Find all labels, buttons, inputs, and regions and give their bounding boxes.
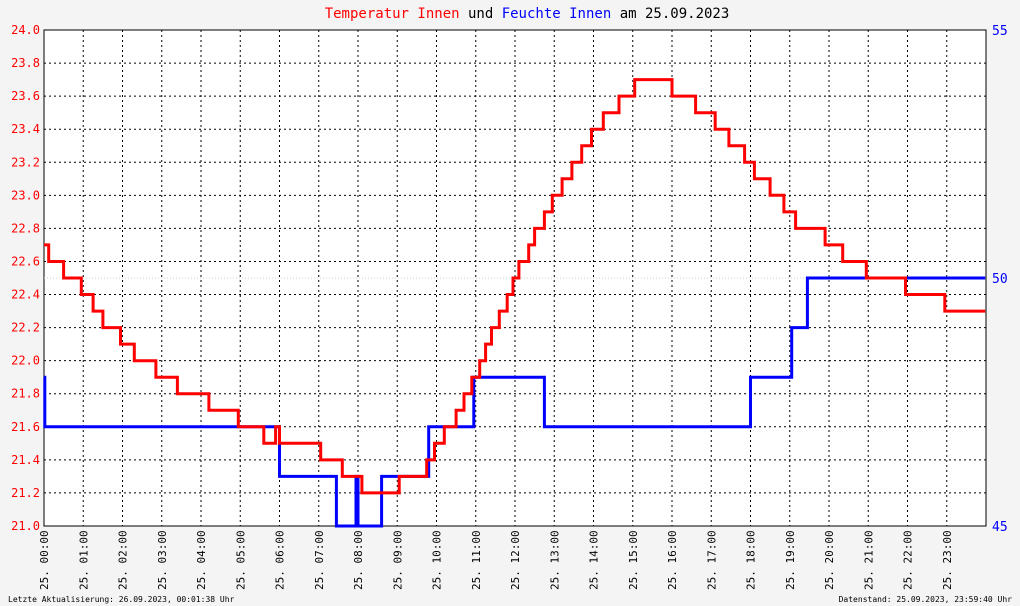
x-tick-label: 25. 03:00	[156, 530, 169, 590]
left-tick-label: 21.8	[11, 387, 40, 401]
footer-data-status: Datenstand: 25.09.2023, 23:59:40 Uhr	[839, 595, 1013, 604]
title-temperature: Temperatur Innen	[325, 6, 460, 22]
x-tick-label: 25. 19:00	[784, 530, 797, 590]
left-tick-label: 23.8	[11, 56, 40, 70]
x-tick-label: 25. 11:00	[470, 530, 483, 590]
left-tick-label: 23.2	[11, 155, 40, 169]
x-tick-label: 25. 23:00	[941, 530, 954, 590]
left-tick-label: 22.2	[11, 321, 40, 335]
title-date: am 25.09.2023	[611, 6, 729, 22]
right-tick-label: 45	[992, 520, 1008, 535]
left-tick-label: 22.6	[11, 254, 40, 268]
x-tick-label: 25. 06:00	[274, 530, 287, 590]
right-tick-label: 50	[992, 272, 1008, 287]
x-tick-label: 25. 12:00	[509, 530, 522, 590]
left-tick-label: 22.4	[11, 288, 40, 302]
left-tick-label: 22.0	[11, 354, 40, 368]
title-humidity: Feuchte Innen	[502, 6, 612, 22]
x-tick-label: 25. 02:00	[117, 530, 130, 590]
x-tick-label: 25. 21:00	[862, 530, 875, 590]
x-tick-label: 25. 00:00	[38, 530, 51, 590]
x-tick-label: 25. 16:00	[666, 530, 679, 590]
footer-last-update: Letzte Aktualisierung: 26.09.2023, 00:01…	[8, 595, 235, 604]
x-tick-label: 25. 08:00	[352, 530, 365, 590]
left-tick-label: 21.4	[11, 453, 40, 467]
x-tick-label: 25. 14:00	[588, 530, 601, 590]
x-tick-label: 25. 07:00	[313, 530, 326, 590]
left-tick-label: 21.2	[11, 486, 40, 500]
series-line	[44, 78, 986, 495]
left-tick-label: 24.0	[11, 23, 40, 37]
x-axis-tick-labels: 25. 00:00 25. 01:00 25. 02:00 25. 03:00 25. …	[38, 530, 954, 590]
series-temperatur-innen	[44, 78, 986, 495]
left-axis-tick-labels: 21.0 21.2 21.4 21.6 21.8 22.0 22.2 22.4 22.6 22.8…	[11, 23, 40, 533]
left-tick-label: 23.0	[11, 188, 40, 202]
x-tick-label: 25. 05:00	[234, 530, 247, 590]
chart-title: Temperatur Innen und Feuchte Innen am 25…	[325, 6, 730, 22]
right-tick-label: 55	[992, 24, 1008, 39]
x-tick-label: 25. 10:00	[431, 530, 444, 590]
left-tick-label: 22.8	[11, 221, 40, 235]
x-tick-label: 25. 01:00	[77, 530, 90, 590]
x-tick-label: 25. 17:00	[705, 530, 718, 590]
x-tick-label: 25. 04:00	[195, 530, 208, 590]
x-tick-label: 25. 18:00	[745, 530, 758, 590]
title-connector: und	[460, 6, 502, 22]
left-tick-label: 21.6	[11, 420, 40, 434]
left-tick-label: 23.4	[11, 122, 40, 136]
x-tick-label: 25. 09:00	[391, 530, 404, 590]
right-axis-tick-labels: 45 50 55	[992, 24, 1008, 535]
x-tick-label: 25. 22:00	[902, 530, 915, 590]
x-tick-label: 25. 20:00	[823, 530, 836, 590]
left-tick-label: 21.0	[11, 519, 40, 533]
x-tick-label: 25. 15:00	[627, 530, 640, 590]
left-tick-label: 23.6	[11, 89, 40, 103]
x-tick-label: 25. 13:00	[548, 530, 561, 590]
